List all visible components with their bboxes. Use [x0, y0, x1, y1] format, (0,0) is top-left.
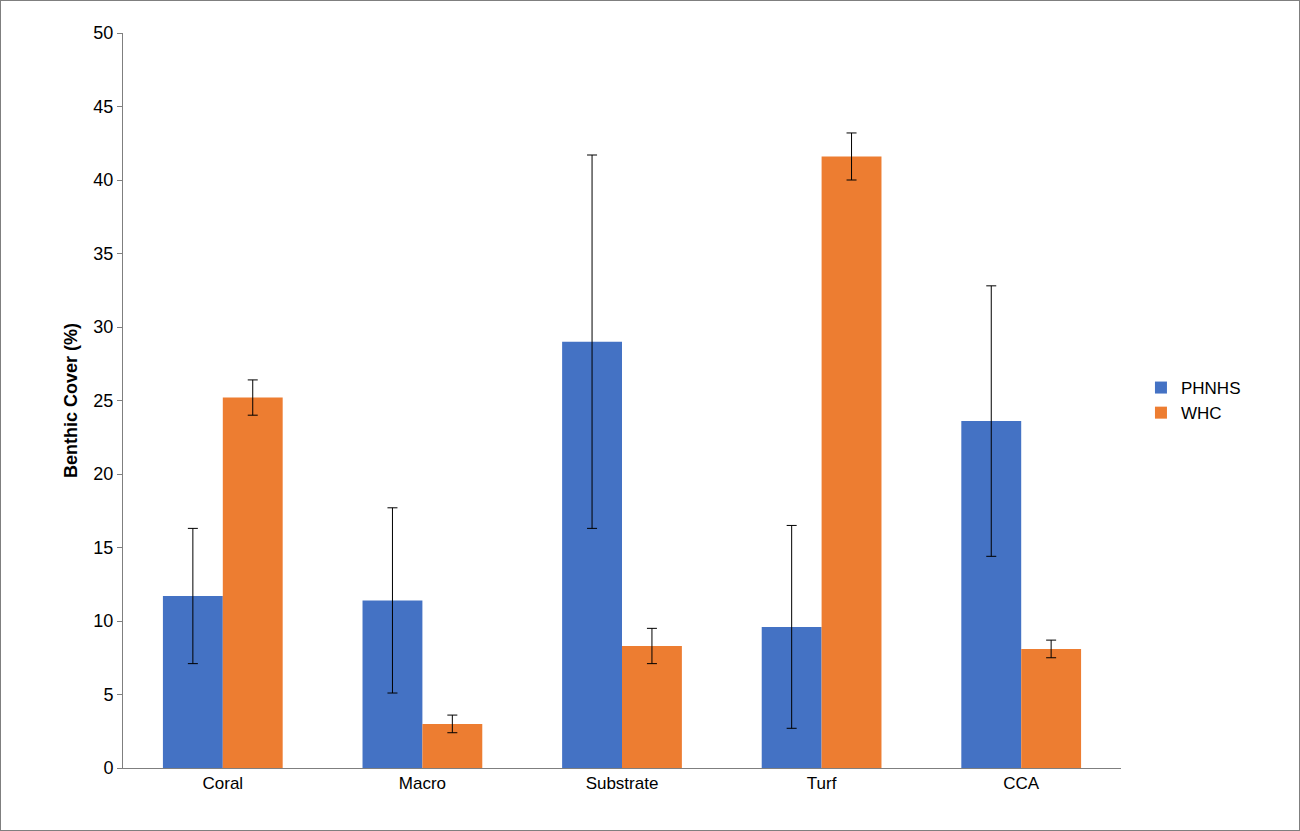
svg-text:Turf: Turf: [807, 774, 837, 793]
svg-text:Coral: Coral: [202, 774, 243, 793]
svg-text:40: 40: [93, 170, 113, 190]
svg-text:CCA: CCA: [1003, 774, 1040, 793]
svg-text:10: 10: [93, 611, 113, 631]
svg-text:PHNHS: PHNHS: [1181, 379, 1241, 398]
svg-text:0: 0: [103, 758, 113, 778]
svg-text:15: 15: [93, 538, 113, 558]
svg-text:35: 35: [93, 244, 113, 264]
svg-text:50: 50: [93, 23, 113, 43]
svg-text:20: 20: [93, 464, 113, 484]
svg-text:WHC: WHC: [1181, 404, 1222, 423]
svg-text:Substrate: Substrate: [586, 774, 659, 793]
svg-text:25: 25: [93, 391, 113, 411]
svg-text:30: 30: [93, 317, 113, 337]
svg-text:Macro: Macro: [399, 774, 446, 793]
svg-text:5: 5: [103, 685, 113, 705]
svg-text:45: 45: [93, 97, 113, 117]
svg-text:Benthic Cover (%): Benthic Cover (%): [61, 323, 81, 478]
